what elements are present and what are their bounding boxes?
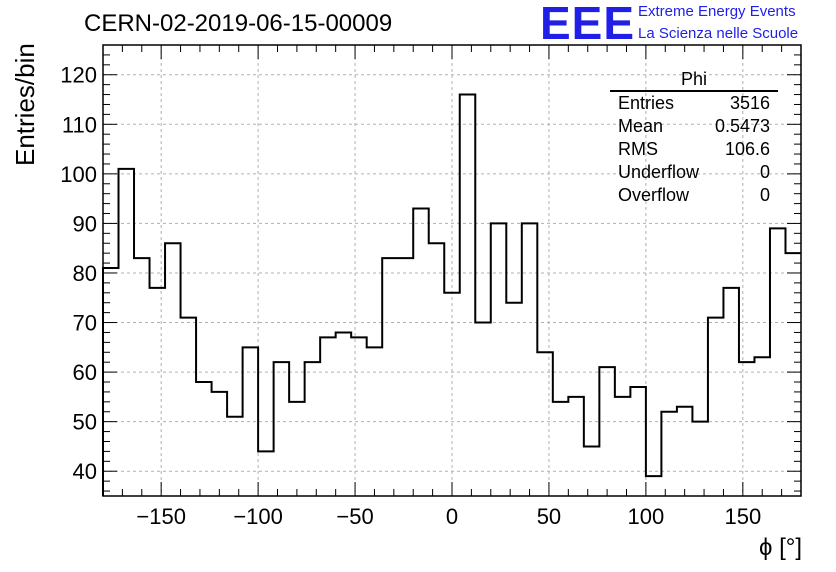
histogram-bin [506,303,522,496]
x-axis-label: ϕ [°] [758,534,802,561]
y-tick-label: 120 [60,63,97,88]
stats-row-underflow: Underflow 0 [610,161,778,184]
stats-label: Overflow [618,185,690,205]
histogram-bin [258,451,274,496]
y-tick-label: 40 [73,459,97,484]
histogram-bin [537,352,553,496]
x-tick-label: −150 [136,504,186,529]
y-tick-label: 80 [73,261,97,286]
stats-value: 0.5473 [714,116,770,136]
histogram-bin [289,402,305,496]
y-axis-label: Entries/bin [10,43,40,166]
stats-row-rms: RMS 106.6 [610,138,778,161]
histogram-bin [692,422,708,496]
histogram-bin [336,332,352,496]
histogram-bin [723,288,739,496]
y-tick-label: 60 [73,360,97,385]
stats-label: Underflow [618,162,700,182]
histogram-bin [367,347,383,496]
histogram-bin [491,223,507,496]
histogram-bin [382,258,398,496]
histogram-bin [522,223,538,496]
histogram-bin [739,362,755,496]
histogram-bin [212,392,228,496]
x-tick-label: −100 [233,504,283,529]
histogram-bin [320,337,336,496]
histogram-bin [677,407,693,496]
histogram-line [102,93,801,496]
stats-row-mean: Mean 0.5473 [610,115,778,138]
histogram-bin [165,243,181,496]
logo-line-2: La Scienza nelle Scuole [638,25,799,42]
histogram-bin [134,258,150,496]
eee-logo: EEE [540,0,636,49]
histogram-bin [119,169,135,496]
y-tick-label: 90 [73,211,97,236]
histogram-bin [553,402,569,496]
histogram-bin [243,347,259,496]
histogram-bin [754,357,770,496]
histogram-bin [460,95,476,496]
histogram-bin [429,243,445,496]
stats-value: 0 [759,185,770,205]
stats-box-title: Phi [610,68,778,92]
histogram-bin [413,209,429,496]
histogram-bin [708,318,724,496]
x-tick-label: −50 [336,504,373,529]
histogram-bin [181,318,197,496]
histogram-bin [599,367,615,496]
stats-row-entries: Entries 3516 [610,92,778,115]
histogram-bin [305,362,321,496]
histogram-bin [584,446,600,496]
histogram-bin [444,293,460,496]
histogram-bin [398,258,414,496]
stats-row-overflow: Overflow 0 [610,184,778,207]
x-tick-label: 150 [724,504,761,529]
y-tick-label: 70 [73,311,97,336]
x-tick-label: 100 [628,504,665,529]
stats-value: 106.6 [724,139,770,159]
histogram-bin [568,397,584,496]
histogram-bin [661,412,677,496]
histogram-bin [475,323,491,496]
stats-label: RMS [618,139,658,159]
histogram-bin [630,387,646,496]
stats-label: Mean [618,116,664,136]
x-tick-label: 50 [537,504,561,529]
stats-box: Phi Entries 3516 Mean 0.5473 RMS 106.6 U… [610,68,778,207]
stats-value: 3516 [729,93,770,113]
histogram-bin [615,397,631,496]
x-tick-label: 0 [446,504,458,529]
histogram-bin [150,288,166,496]
histogram-bin [770,228,786,496]
y-tick-label: 50 [73,410,97,435]
histogram-bin [351,337,367,496]
histogram-bin [196,382,212,496]
y-tick-label: 110 [62,112,97,137]
stats-label: Entries [618,93,675,113]
histogram-bin [274,362,290,496]
stats-value: 0 [759,162,770,182]
histogram-bin [646,476,662,496]
histogram-bin [227,417,243,496]
chart-title: CERN-02-2019-06-15-00009 [84,10,393,37]
y-tick-label: 100 [60,162,97,187]
logo-line-1: Extreme Energy Events [638,3,796,20]
histogram-bin [785,253,801,496]
